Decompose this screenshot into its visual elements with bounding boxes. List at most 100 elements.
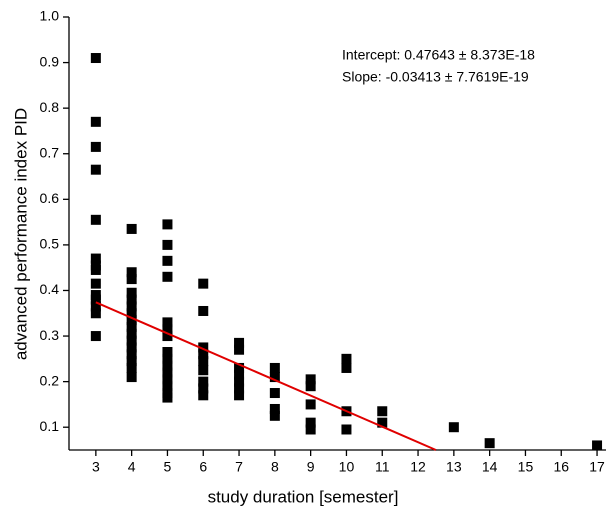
x-tick-label: 8: [271, 459, 279, 475]
point: [162, 367, 173, 378]
x-tick-label: 6: [199, 459, 207, 475]
y-tick-label: 0.7: [40, 144, 60, 160]
point: [592, 440, 603, 451]
y-tick-label: 0.3: [40, 327, 60, 343]
point: [305, 399, 316, 410]
point: [234, 337, 245, 348]
point: [90, 308, 101, 319]
point: [269, 388, 280, 399]
point: [234, 390, 245, 401]
fit-line: [95, 301, 437, 451]
x-tick-label: 4: [128, 459, 136, 475]
point: [126, 335, 137, 346]
point: [126, 308, 137, 319]
y-tick-label: 0.5: [40, 236, 60, 252]
point: [269, 410, 280, 421]
point: [234, 369, 245, 380]
y-axis-label: advanced performance index PID: [11, 108, 30, 360]
x-tick-label: 17: [589, 459, 605, 475]
point: [126, 356, 137, 367]
point: [126, 274, 137, 285]
point: [126, 267, 137, 278]
point: [162, 317, 173, 328]
y-tick-label: 0.8: [40, 99, 60, 115]
point: [126, 362, 137, 373]
point: [377, 406, 388, 417]
point: [234, 362, 245, 373]
point: [234, 383, 245, 394]
point: [90, 53, 101, 64]
x-tick-label: 9: [307, 459, 315, 475]
point: [305, 424, 316, 435]
point: [448, 422, 459, 433]
point: [198, 305, 209, 316]
point: [162, 381, 173, 392]
point: [162, 239, 173, 250]
point: [126, 328, 137, 339]
y-tick-label: 0.2: [40, 372, 60, 388]
point: [90, 116, 101, 127]
x-tick-label: 12: [410, 459, 426, 475]
annotation: Slope: -0.03413 ± 7.7619E-19: [342, 69, 529, 85]
point: [126, 301, 137, 312]
point: [90, 214, 101, 225]
point: [198, 349, 209, 360]
x-tick-label: 16: [553, 459, 569, 475]
x-tick-label: 5: [164, 459, 172, 475]
point: [126, 372, 137, 383]
point: [126, 315, 137, 326]
point: [198, 278, 209, 289]
point: [90, 141, 101, 152]
point: [198, 383, 209, 394]
x-tick-label: 15: [518, 459, 534, 475]
point: [90, 278, 101, 289]
x-tick-label: 13: [446, 459, 462, 475]
point: [305, 374, 316, 385]
point: [126, 342, 137, 353]
point: [162, 347, 173, 358]
x-tick-label: 11: [375, 459, 390, 475]
x-tick-label: 3: [92, 459, 100, 475]
x-tick-label: 14: [482, 459, 498, 475]
point: [341, 353, 352, 364]
point: [90, 264, 101, 275]
point: [305, 381, 316, 392]
point: [126, 349, 137, 360]
point: [377, 417, 388, 428]
y-tick-label: 0.4: [40, 281, 60, 297]
x-tick-label: 7: [235, 459, 243, 475]
x-tick-label: 10: [339, 459, 355, 475]
point: [269, 403, 280, 414]
point: [90, 294, 101, 305]
point: [234, 376, 245, 387]
point: [198, 356, 209, 367]
point: [126, 223, 137, 234]
point: [162, 271, 173, 282]
y-tick-label: 0.1: [40, 418, 60, 434]
point: [162, 324, 173, 335]
annotation: Intercept: 0.47643 ± 8.373E-18: [342, 47, 535, 63]
point: [90, 301, 101, 312]
point: [162, 374, 173, 385]
y-tick-label: 0.9: [40, 53, 60, 69]
point: [90, 331, 101, 342]
point: [126, 321, 137, 332]
point: [341, 424, 352, 435]
x-axis-label: study duration [semester]: [208, 487, 399, 506]
point: [126, 294, 137, 305]
point: [305, 417, 316, 428]
point: [90, 164, 101, 175]
point: [162, 392, 173, 403]
point: [162, 360, 173, 371]
point: [126, 287, 137, 298]
y-tick-label: 0.6: [40, 190, 60, 206]
point: [162, 219, 173, 230]
point: [90, 253, 101, 264]
point: [198, 376, 209, 387]
point: [198, 342, 209, 353]
point: [162, 255, 173, 266]
point: [269, 362, 280, 373]
point: [269, 372, 280, 383]
point: [234, 344, 245, 355]
